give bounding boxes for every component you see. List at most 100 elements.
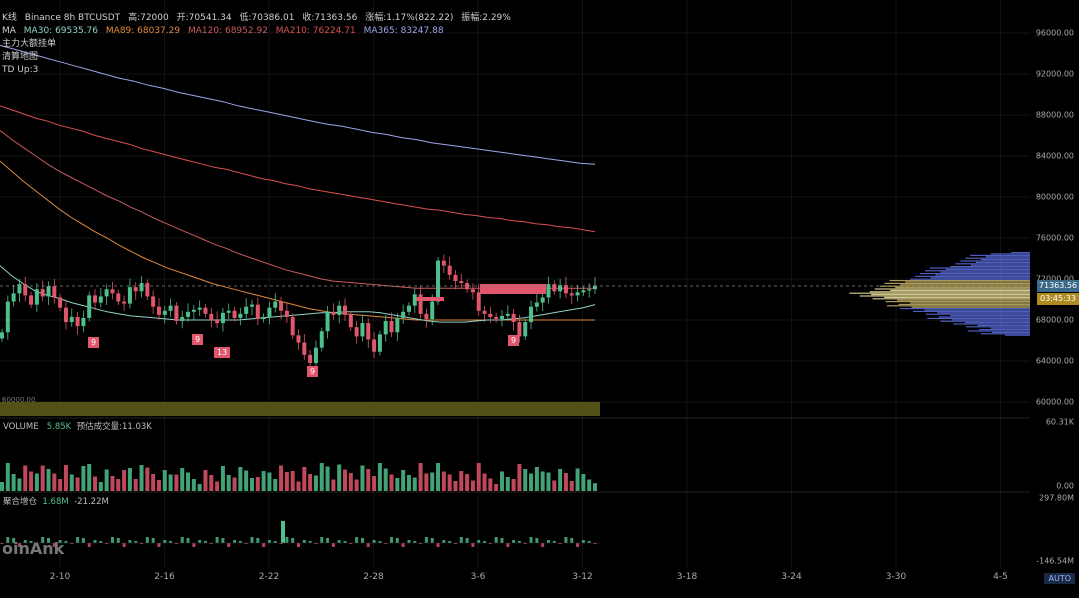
candle-body xyxy=(98,296,103,303)
oi-bar xyxy=(500,538,504,543)
heatmap-level xyxy=(872,298,1030,300)
current-price-tag: 71363.56 xyxy=(1037,280,1079,292)
oi-bar xyxy=(267,540,271,543)
header-line-2: MA MA30: 69535.76 MA89: 68037.29 MA120: … xyxy=(2,25,449,37)
y-tick: 76000.00 xyxy=(1035,233,1074,243)
volume-bar xyxy=(11,474,16,491)
volume-bar xyxy=(151,474,156,491)
candle-body xyxy=(249,304,254,307)
candle-body xyxy=(220,312,225,324)
oi-bar xyxy=(192,543,196,547)
heatmap-level xyxy=(967,330,1030,332)
candle-body xyxy=(575,292,580,296)
candle-body xyxy=(412,294,417,306)
oi-bar xyxy=(157,543,161,547)
oi-bar xyxy=(93,540,97,543)
zone-label: 60000.00 xyxy=(2,396,36,404)
ma210-path xyxy=(0,105,596,233)
oi-bar xyxy=(279,543,283,544)
candle-body xyxy=(372,339,377,352)
y-tick: 84000.00 xyxy=(1035,151,1074,161)
candle-body xyxy=(348,314,353,328)
candle-body xyxy=(203,307,208,314)
oi-bar xyxy=(436,543,440,547)
oi-bar xyxy=(291,538,295,543)
header-line-3[interactable]: 主力大额挂单 xyxy=(2,39,57,49)
candle-body xyxy=(104,289,109,297)
oi-bar xyxy=(41,537,45,543)
oi-bar xyxy=(541,543,545,547)
volume-bar xyxy=(191,479,196,491)
candle-body xyxy=(319,331,324,348)
candle-body xyxy=(453,274,458,282)
heatmap-level xyxy=(884,296,1030,298)
oi-bar xyxy=(285,537,289,543)
amplitude-value: 振幅:2.29% xyxy=(461,13,511,23)
candle-body xyxy=(279,301,284,311)
oi-bar xyxy=(70,543,74,544)
oi-ymin: -146.54M xyxy=(1036,556,1074,566)
oi-bar xyxy=(483,541,487,543)
candle-body xyxy=(436,260,441,302)
volume-bar xyxy=(81,466,86,491)
candle-body xyxy=(122,301,127,304)
candle-body xyxy=(360,323,365,337)
oi-ymax: 297.80M xyxy=(1039,493,1074,503)
oi-bar xyxy=(233,540,237,543)
volume-bar xyxy=(575,468,580,491)
volume-bar xyxy=(360,465,365,491)
volume-bar xyxy=(34,473,39,491)
oi-bar xyxy=(87,543,91,547)
oi-bar xyxy=(401,543,405,547)
heatmap-level xyxy=(964,322,1030,324)
candle-body xyxy=(284,310,289,317)
ma365-value: MA365: 83247.88 xyxy=(363,26,444,36)
candle-body xyxy=(127,287,132,304)
oi-bar xyxy=(523,543,527,544)
heatmap-level xyxy=(966,326,1030,328)
oi-bar xyxy=(203,541,207,543)
candles xyxy=(0,254,597,372)
td-count-badge: 9 xyxy=(508,335,520,346)
oi-bar xyxy=(581,540,585,543)
oi-bar xyxy=(384,543,388,544)
oi-label: 聚合增仓 xyxy=(3,497,38,507)
header-line-4[interactable]: 清算地图 xyxy=(2,52,39,62)
candle-body xyxy=(296,335,301,343)
auto-scale-button[interactable]: AUTO xyxy=(1044,573,1075,584)
candle-body xyxy=(186,311,191,317)
volume-bar xyxy=(40,465,45,491)
heatmap-level xyxy=(890,289,1030,291)
volume-bar xyxy=(133,479,138,491)
candle-body xyxy=(215,320,220,324)
oi-bar xyxy=(262,543,266,547)
header-line-1: K线 Binance 8h BTCUSDT 高:72000 开:70541.34… xyxy=(2,12,516,24)
volume-bar xyxy=(302,467,307,491)
volume-bar xyxy=(23,465,28,491)
volume-bar xyxy=(279,465,284,491)
oi-bar xyxy=(331,543,335,547)
volume-bar xyxy=(244,470,249,491)
header-line-5[interactable]: TD Up:3 xyxy=(2,65,39,75)
oi-bar xyxy=(116,538,120,543)
heatmap-level xyxy=(970,254,1030,256)
volume-bar xyxy=(482,473,487,491)
candle-body xyxy=(93,295,98,303)
candle-body xyxy=(226,310,231,313)
oi-bar xyxy=(64,541,68,543)
volume-bar xyxy=(354,479,359,491)
candle-body xyxy=(133,287,138,292)
volume-bar xyxy=(174,474,179,491)
volume-bar xyxy=(412,477,417,491)
volume-bar xyxy=(63,465,68,491)
volume-bar xyxy=(296,481,301,491)
volume-bar xyxy=(46,469,51,491)
volume-bar xyxy=(162,470,167,491)
y-tick: 88000.00 xyxy=(1035,110,1074,120)
oi-bar xyxy=(512,540,516,543)
heatmap-level xyxy=(869,291,1030,293)
heatmap-level xyxy=(887,305,1030,307)
ma210-value: MA210: 76224.71 xyxy=(275,26,356,36)
x-tick: 3-30 xyxy=(885,572,907,582)
order-block-1 xyxy=(416,297,444,301)
